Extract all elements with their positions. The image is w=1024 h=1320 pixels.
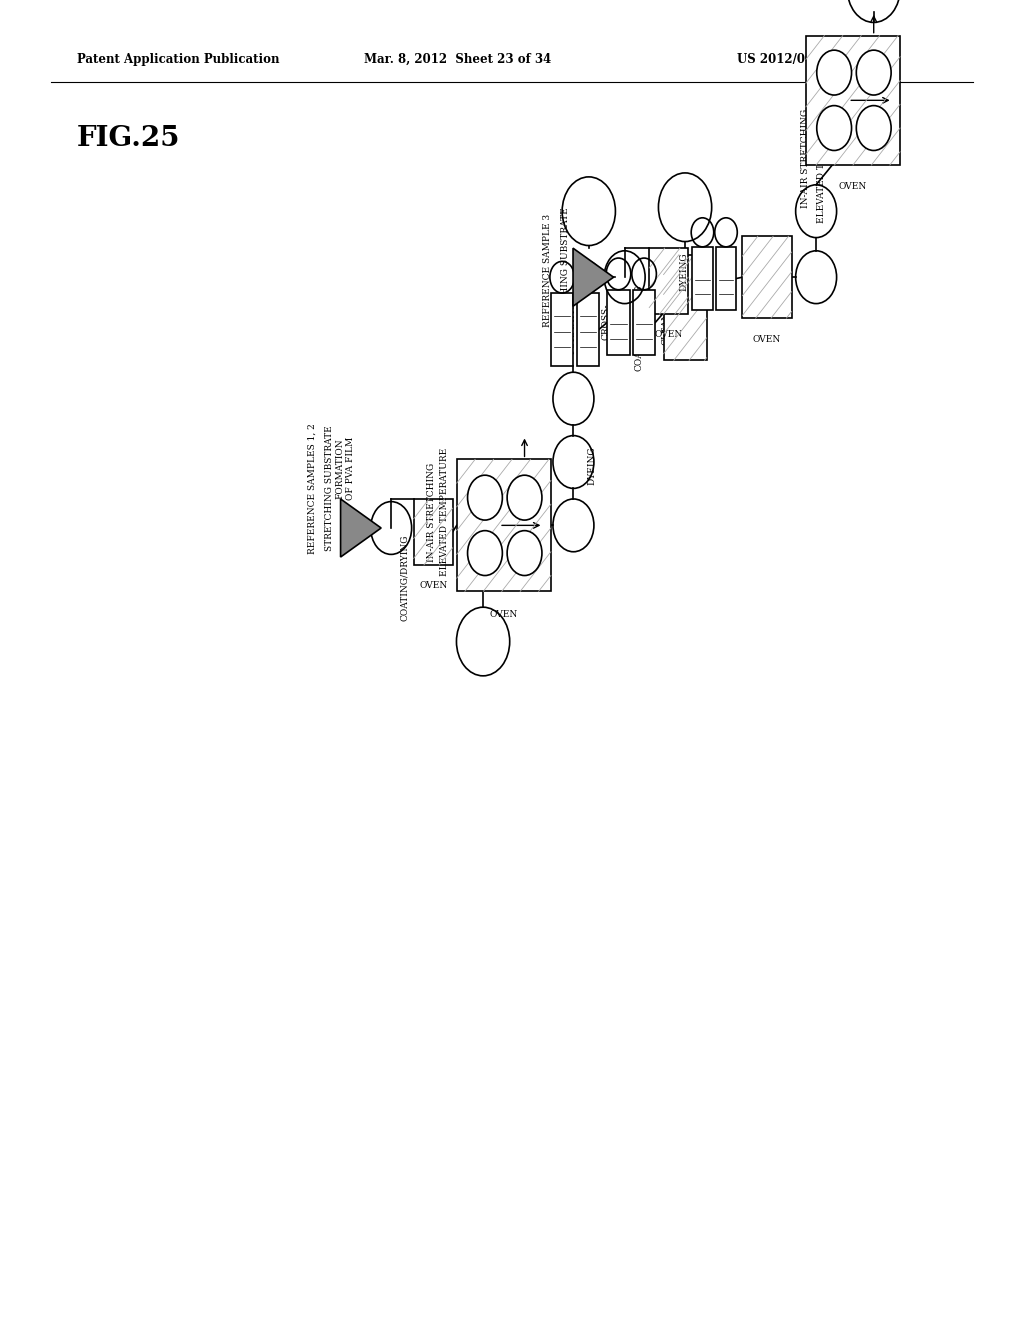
Text: OVEN: OVEN [648, 293, 657, 322]
Circle shape [856, 106, 891, 150]
Circle shape [507, 475, 542, 520]
Text: OVEN: OVEN [489, 610, 518, 619]
Bar [716, 247, 736, 310]
Text: Patent Application Publication: Patent Application Publication [77, 53, 280, 66]
Text: DYEING: DYEING [588, 446, 596, 486]
Text: DYEING: DYEING [680, 253, 688, 292]
Text: FORMATION
OF PVA FILM: FORMATION OF PVA FILM [336, 437, 354, 500]
Bar [742, 236, 792, 318]
Bar [633, 290, 655, 355]
Circle shape [468, 475, 503, 520]
Text: CROSS-
LINKING: CROSS- LINKING [602, 301, 621, 343]
Circle shape [507, 531, 542, 576]
Bar [577, 293, 599, 366]
Text: OVEN: OVEN [654, 330, 683, 339]
Bar [551, 293, 573, 366]
Text: CLEANING: CLEANING [662, 293, 670, 345]
Bar [607, 290, 630, 355]
Text: Mar. 8, 2012  Sheet 23 of 34: Mar. 8, 2012 Sheet 23 of 34 [364, 53, 551, 66]
Text: IN-AIR STRETCHING: IN-AIR STRETCHING [427, 462, 435, 562]
Text: IN-AIR STRETCHING: IN-AIR STRETCHING [802, 108, 810, 209]
Bar [692, 247, 713, 310]
Text: FIG.25: FIG.25 [77, 125, 180, 152]
Circle shape [817, 106, 852, 150]
Circle shape [468, 531, 503, 576]
Bar [414, 499, 453, 565]
Polygon shape [573, 248, 613, 306]
Polygon shape [341, 499, 381, 557]
Text: STRETCHING SUBSTRATE: STRETCHING SUBSTRATE [561, 207, 569, 334]
Text: ELEVATED TEMPERATURE: ELEVATED TEMPERATURE [817, 94, 825, 223]
Circle shape [856, 50, 891, 95]
Text: OVEN: OVEN [753, 335, 781, 345]
Text: REFERENCE SAMPLE 3: REFERENCE SAMPLE 3 [544, 214, 552, 327]
Text: REFERENCE SAMPLES 1, 2: REFERENCE SAMPLES 1, 2 [308, 422, 316, 554]
Text: OVEN: OVEN [419, 581, 447, 590]
Text: COATING/DRYING: COATING/DRYING [635, 284, 643, 371]
Bar [664, 255, 707, 360]
Text: STRETCHING SUBSTRATE: STRETCHING SUBSTRATE [326, 425, 334, 552]
Text: ELEVATED TEMPERATURE: ELEVATED TEMPERATURE [440, 447, 449, 577]
Text: COATING/DRYING: COATING/DRYING [400, 535, 409, 622]
Bar [649, 248, 688, 314]
Circle shape [817, 50, 852, 95]
Bar [457, 459, 551, 591]
Text: US 2012/0058291 A1: US 2012/0058291 A1 [737, 53, 876, 66]
Text: FORMATION
OF PVA FILM: FORMATION OF PVA FILM [568, 292, 587, 355]
Bar [806, 36, 900, 165]
Text: OVEN: OVEN [839, 182, 867, 191]
